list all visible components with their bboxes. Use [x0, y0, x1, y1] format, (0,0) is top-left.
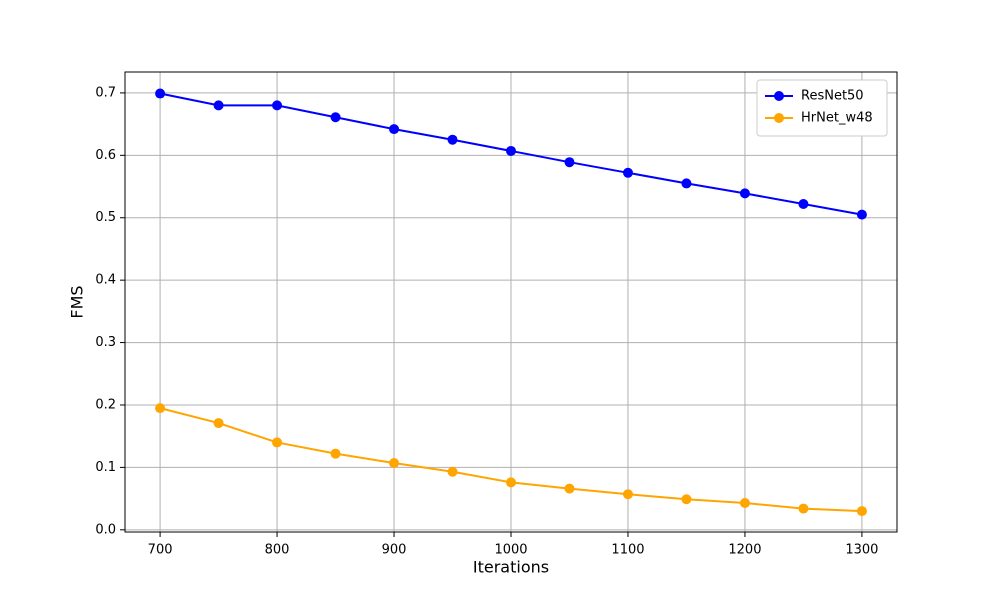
legend-label: HrNet_w48 — [801, 111, 873, 126]
data-point — [155, 403, 166, 414]
y-tick-label: 0.6 — [95, 148, 116, 163]
data-point — [681, 494, 692, 505]
data-point — [272, 100, 283, 111]
data-point — [856, 506, 867, 517]
x-tick-label: 800 — [265, 543, 290, 558]
y-axis-label: FMS — [68, 285, 87, 318]
y-tick-label: 0.7 — [95, 85, 116, 100]
y-tick-label: 0.2 — [95, 397, 116, 412]
x-tick-label: 1000 — [494, 543, 527, 558]
data-point — [798, 503, 809, 514]
y-tick-label: 0.3 — [95, 335, 116, 350]
data-point — [213, 100, 224, 111]
data-point — [506, 477, 516, 488]
data-point — [213, 418, 224, 429]
legend: ResNet50 HrNet_w48 — [756, 79, 888, 137]
legend-marker — [774, 113, 784, 123]
legend-marker — [774, 91, 784, 101]
x-axis-label: Iterations — [473, 558, 549, 577]
x-tick-label: 1300 — [845, 543, 878, 558]
data-point — [739, 497, 750, 508]
data-point — [389, 458, 400, 469]
data-point — [564, 483, 575, 494]
data-point — [272, 437, 283, 448]
y-tick-label: 0.1 — [95, 460, 116, 475]
data-point — [155, 88, 166, 99]
legend-label: ResNet50 — [801, 89, 864, 104]
data-point — [739, 188, 750, 199]
x-tick-label: 900 — [382, 543, 407, 558]
data-point — [330, 448, 341, 459]
data-point — [330, 112, 341, 123]
data-point — [447, 466, 458, 477]
data-point — [622, 489, 633, 500]
data-point — [798, 199, 809, 210]
data-point — [622, 167, 633, 178]
data-point — [856, 209, 867, 220]
plot-frame — [124, 71, 898, 533]
x-tick-label: 1200 — [728, 543, 761, 558]
data-point — [506, 145, 516, 156]
data-point — [447, 134, 458, 145]
y-tick-label: 0.4 — [95, 273, 116, 288]
data-point — [564, 157, 575, 168]
y-tick-label: 0.5 — [95, 210, 116, 225]
data-point — [389, 124, 400, 135]
y-tick-label: 0.0 — [95, 522, 116, 537]
x-tick-label: 700 — [148, 543, 173, 558]
data-point — [681, 178, 692, 189]
x-tick-label: 1100 — [611, 543, 644, 558]
legend-box — [756, 79, 888, 137]
